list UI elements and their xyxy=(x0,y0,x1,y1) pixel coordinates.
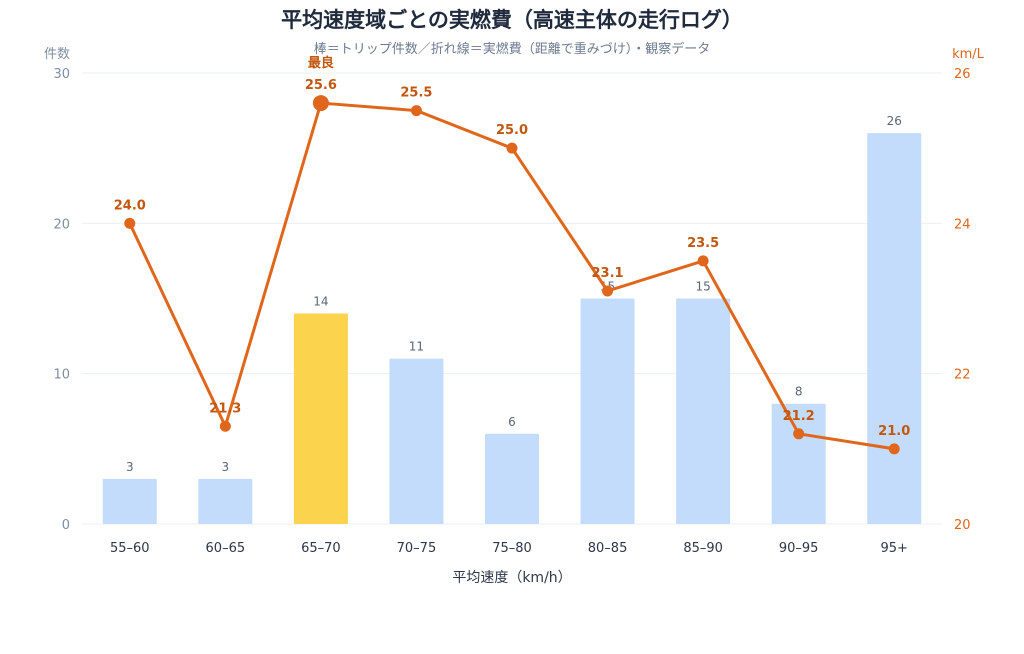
line-value-label: 25.0 xyxy=(496,123,528,138)
y-right-tick-label: 24 xyxy=(954,217,971,232)
bar-value-label: 26 xyxy=(887,114,902,128)
bar xyxy=(771,403,826,524)
line-value-label: 25.6 xyxy=(305,78,337,93)
bar-value-label: 14 xyxy=(313,295,328,309)
y-left-tick-label: 0 xyxy=(62,518,70,533)
line-value-label: 25.5 xyxy=(400,86,432,101)
x-tick-label: 70–75 xyxy=(397,541,437,556)
line-value-label: 23.1 xyxy=(592,266,624,281)
bar xyxy=(293,313,348,524)
bar-value-label: 6 xyxy=(508,415,516,429)
x-tick-label: 60–65 xyxy=(206,541,246,556)
chart-subtitle: 棒＝トリップ件数／折れ線＝実燃費（距離で重みづけ）・観察データ xyxy=(314,41,711,57)
bar xyxy=(102,478,157,524)
y-right-tick-label: 20 xyxy=(954,518,971,533)
bar-value-label: 8 xyxy=(795,385,803,399)
line-value-label: 24.0 xyxy=(114,198,146,213)
y-left-tick-label: 30 xyxy=(53,67,70,82)
bar xyxy=(580,298,635,524)
y-left-tick-label: 10 xyxy=(53,368,70,383)
line-value-label: 21.0 xyxy=(878,424,910,439)
bar xyxy=(485,433,539,524)
bar xyxy=(676,298,731,524)
x-tick-label: 90–95 xyxy=(779,541,819,556)
line-point xyxy=(506,142,518,154)
x-tick-label: 95+ xyxy=(881,541,908,556)
bar xyxy=(389,358,444,524)
line-value-label: 23.5 xyxy=(687,236,719,251)
line-value-label: 21.3 xyxy=(209,401,241,416)
chart-title: 平均速度域ごとの実燃費（高速主体の走行ログ） xyxy=(281,8,743,32)
y-right-tick-label: 26 xyxy=(954,67,971,82)
bar-value-label: 3 xyxy=(222,460,230,474)
axis-layer: 0 10 20 30 20 22 24 26 55–60 60–65 65–70 70–75 75–80… xyxy=(53,67,970,556)
bar-value-label: 11 xyxy=(409,340,424,354)
x-tick-label: 55–60 xyxy=(110,541,150,556)
bar-value-label: 15 xyxy=(695,280,710,294)
line-point xyxy=(219,420,231,432)
line-point xyxy=(888,443,900,455)
y-right-tick-label: 22 xyxy=(954,368,971,383)
x-tick-label: 85–90 xyxy=(683,541,723,556)
line-point xyxy=(410,105,422,117)
bar xyxy=(867,133,922,524)
bar xyxy=(198,478,253,524)
line-point xyxy=(602,285,614,297)
line-point xyxy=(793,428,805,440)
x-axis-label: 平均速度（km/h） xyxy=(452,570,571,586)
best-annotation: 最良 xyxy=(308,55,334,71)
y-left-unit-label: 件数 xyxy=(44,47,70,62)
x-tick-label: 80–85 xyxy=(588,541,628,556)
line-value-label: 21.2 xyxy=(783,409,815,424)
fuel-economy-line xyxy=(128,101,895,451)
x-tick-label: 75–80 xyxy=(492,541,532,556)
x-tick-label: 65–70 xyxy=(301,541,341,556)
line-layer: 24.0 21.3 25.6 最良 25.5 25.0 23.1 23.5 21.2 21.0 xyxy=(114,55,910,455)
y-left-tick-label: 20 xyxy=(53,217,70,232)
best-point xyxy=(312,95,329,112)
y-right-unit-label: km/L xyxy=(952,47,985,62)
line-point xyxy=(124,217,136,229)
line-point xyxy=(697,255,709,267)
bar-layer: 33141161515826 xyxy=(102,114,922,524)
bar-value-label: 3 xyxy=(126,460,134,474)
